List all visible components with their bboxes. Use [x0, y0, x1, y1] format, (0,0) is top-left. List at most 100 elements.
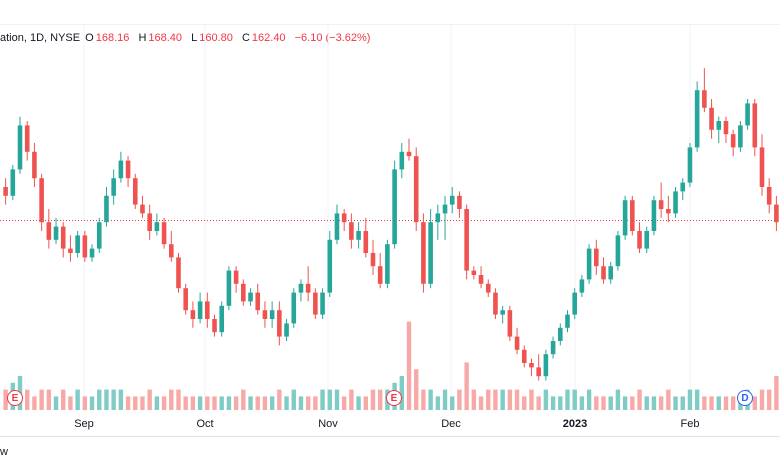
- candle[interactable]: [349, 213, 354, 249]
- candle[interactable]: [514, 327, 520, 355]
- candle[interactable]: [594, 239, 599, 275]
- candle[interactable]: [622, 195, 628, 240]
- candle[interactable]: [39, 173, 44, 231]
- candle[interactable]: [507, 305, 513, 341]
- candle[interactable]: [161, 217, 167, 249]
- candle[interactable]: [262, 301, 268, 328]
- candle[interactable]: [377, 253, 383, 289]
- candle[interactable]: [32, 143, 37, 187]
- candle[interactable]: [608, 261, 614, 284]
- candle[interactable]: [493, 288, 498, 319]
- candle[interactable]: [89, 244, 95, 262]
- candle[interactable]: [428, 209, 433, 289]
- candle[interactable]: [60, 222, 66, 258]
- candle[interactable]: [601, 257, 606, 284]
- candle[interactable]: [104, 187, 109, 227]
- candle[interactable]: [291, 288, 297, 328]
- earnings-icon[interactable]: E: [7, 390, 23, 406]
- candle[interactable]: [651, 195, 657, 236]
- candle[interactable]: [205, 292, 210, 328]
- candle[interactable]: [46, 209, 52, 249]
- candle[interactable]: [702, 68, 707, 113]
- candle[interactable]: [140, 195, 145, 218]
- candle[interactable]: [190, 301, 196, 328]
- dividend-icon[interactable]: D: [737, 390, 753, 406]
- candle[interactable]: [478, 266, 484, 289]
- candle[interactable]: [341, 209, 347, 231]
- candle[interactable]: [269, 301, 275, 328]
- candle[interactable]: [687, 143, 693, 187]
- candle[interactable]: [212, 314, 217, 337]
- candle[interactable]: [435, 204, 441, 240]
- candle[interactable]: [730, 129, 736, 157]
- candle[interactable]: [464, 204, 469, 280]
- candle[interactable]: [176, 253, 181, 293]
- candle[interactable]: [694, 81, 700, 152]
- candle[interactable]: [406, 138, 412, 161]
- candle[interactable]: [233, 266, 239, 293]
- candle[interactable]: [241, 279, 246, 306]
- candle[interactable]: [579, 275, 585, 297]
- candle[interactable]: [471, 266, 477, 280]
- candle[interactable]: [132, 173, 138, 209]
- candle[interactable]: [183, 283, 188, 315]
- symbol-label[interactable]: ation, 1D, NYSE: [0, 32, 81, 44]
- candle[interactable]: [298, 279, 304, 302]
- candle[interactable]: [10, 165, 16, 201]
- candle[interactable]: [399, 143, 405, 179]
- candle[interactable]: [327, 231, 333, 297]
- candle[interactable]: [413, 147, 419, 231]
- candle[interactable]: [723, 116, 729, 143]
- candle[interactable]: [550, 336, 556, 359]
- candle[interactable]: [392, 160, 397, 249]
- candle[interactable]: [658, 182, 664, 218]
- candle[interactable]: [154, 213, 160, 236]
- candle[interactable]: [637, 222, 642, 253]
- earnings-icon[interactable]: E: [386, 390, 402, 406]
- candle[interactable]: [320, 288, 325, 319]
- candle[interactable]: [197, 292, 203, 324]
- candle[interactable]: [572, 288, 577, 319]
- candle[interactable]: [738, 121, 743, 152]
- candle[interactable]: [457, 191, 462, 218]
- candle[interactable]: [759, 134, 765, 196]
- candle[interactable]: [111, 169, 116, 205]
- candle[interactable]: [75, 231, 80, 258]
- candle[interactable]: [666, 195, 671, 223]
- candle[interactable]: [500, 305, 505, 324]
- candle[interactable]: [147, 204, 152, 240]
- candle[interactable]: [716, 116, 722, 143]
- candle[interactable]: [521, 345, 527, 368]
- candle[interactable]: [17, 116, 23, 174]
- candle[interactable]: [277, 301, 282, 346]
- candle[interactable]: [356, 222, 361, 249]
- candle[interactable]: [96, 217, 102, 253]
- candle[interactable]: [125, 156, 131, 187]
- candle[interactable]: [673, 187, 678, 218]
- candle[interactable]: [529, 358, 534, 377]
- candle[interactable]: [284, 319, 289, 341]
- candle[interactable]: [385, 239, 390, 289]
- candle[interactable]: [305, 266, 311, 302]
- candle[interactable]: [68, 235, 73, 262]
- candle[interactable]: [313, 288, 318, 319]
- candle[interactable]: [766, 178, 772, 214]
- candle[interactable]: [219, 301, 225, 337]
- candle[interactable]: [248, 288, 253, 306]
- candle[interactable]: [3, 178, 8, 205]
- candle[interactable]: [536, 354, 541, 381]
- candle[interactable]: [442, 195, 448, 240]
- candle[interactable]: [485, 279, 491, 297]
- candle[interactable]: [82, 231, 88, 262]
- candle[interactable]: [24, 121, 30, 161]
- candle[interactable]: [421, 213, 426, 293]
- candle[interactable]: [449, 187, 455, 214]
- candle[interactable]: [543, 349, 549, 381]
- candle[interactable]: [630, 195, 635, 236]
- candle[interactable]: [53, 217, 59, 245]
- candle[interactable]: [774, 195, 779, 231]
- candle[interactable]: [334, 204, 340, 245]
- candle[interactable]: [709, 99, 714, 139]
- candle[interactable]: [168, 231, 174, 262]
- candle[interactable]: [226, 266, 232, 311]
